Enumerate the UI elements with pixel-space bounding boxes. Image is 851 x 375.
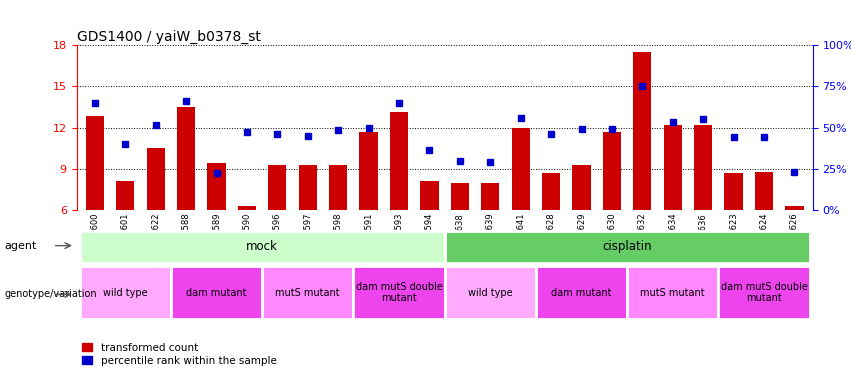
Text: dam mutant: dam mutant: [551, 288, 612, 297]
Bar: [177, 107, 195, 210]
Bar: [755, 171, 774, 210]
Text: dam mutant: dam mutant: [186, 288, 247, 297]
Text: wild type: wild type: [468, 288, 512, 297]
Bar: [603, 132, 621, 210]
Bar: [481, 183, 500, 210]
Bar: [785, 206, 803, 210]
Text: GDS1400 / yaiW_b0378_st: GDS1400 / yaiW_b0378_st: [77, 30, 260, 44]
Text: genotype/variation: genotype/variation: [4, 290, 97, 299]
Bar: [511, 128, 530, 210]
Bar: [80, 231, 444, 262]
Bar: [268, 165, 287, 210]
Bar: [237, 206, 256, 210]
Bar: [451, 183, 469, 210]
Bar: [390, 112, 408, 210]
Text: mock: mock: [246, 240, 278, 253]
Bar: [718, 266, 809, 319]
Bar: [444, 231, 809, 262]
Bar: [536, 266, 627, 319]
Bar: [146, 148, 165, 210]
Bar: [359, 132, 378, 210]
Text: cisplatin: cisplatin: [603, 240, 652, 253]
Bar: [664, 125, 682, 210]
Text: agent: agent: [4, 241, 37, 250]
Bar: [420, 181, 438, 210]
Text: mutS mutant: mutS mutant: [641, 288, 705, 297]
Bar: [627, 266, 718, 319]
Text: wild type: wild type: [103, 288, 147, 297]
Bar: [329, 165, 347, 210]
Text: dam mutS double
mutant: dam mutS double mutant: [356, 282, 443, 303]
Bar: [724, 173, 743, 210]
Bar: [262, 266, 353, 319]
Bar: [86, 117, 104, 210]
Legend: transformed count, percentile rank within the sample: transformed count, percentile rank withi…: [82, 343, 277, 366]
Bar: [694, 125, 712, 210]
Bar: [353, 266, 444, 319]
Bar: [573, 165, 591, 210]
Text: mutS mutant: mutS mutant: [276, 288, 340, 297]
Bar: [444, 266, 536, 319]
Bar: [208, 163, 226, 210]
Bar: [633, 52, 652, 210]
Bar: [80, 266, 171, 319]
Bar: [116, 181, 134, 210]
Text: dam mutS double
mutant: dam mutS double mutant: [721, 282, 808, 303]
Bar: [299, 165, 317, 210]
Bar: [542, 173, 560, 210]
Bar: [171, 266, 262, 319]
